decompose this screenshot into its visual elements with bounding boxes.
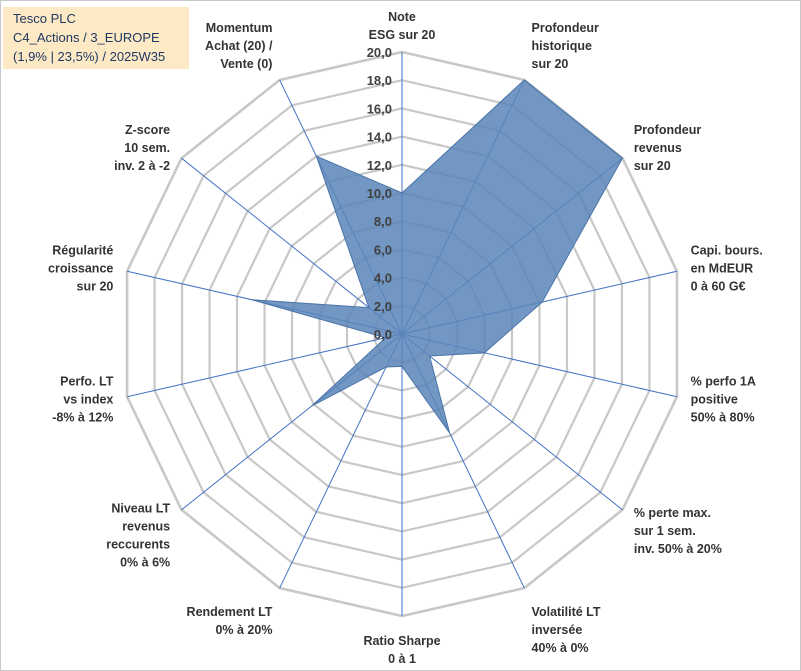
title-line-1: Tesco PLC (13, 11, 76, 26)
tick-label: 6,0 (374, 242, 392, 257)
axis-label-line: sur 20 (634, 159, 671, 173)
axis-label: Profondeur revenus sur 20 (634, 123, 701, 173)
axis-label-line: Achat (20) / (205, 39, 273, 53)
axis-label-line: Profondeur (634, 123, 701, 137)
axis-label-line: sur 20 (77, 280, 114, 294)
axis-label-line: Régularité (52, 244, 113, 258)
axis-label-line: 0% à 20% (215, 623, 272, 637)
axis-label-line: croissance (48, 262, 113, 276)
axis-label-line: Note (388, 10, 416, 24)
axis-label-line: Perfo. LT (60, 374, 114, 388)
axis-label-line: 0% à 6% (120, 555, 170, 569)
axis-label-line: historique (532, 39, 592, 53)
tick-label: 16,0 (367, 101, 392, 116)
axis-spoke (279, 333, 403, 589)
axis-label: Volatilité LT inversée 40% à 0% (532, 605, 601, 655)
tick-label: 2,0 (374, 299, 392, 314)
axis-spoke (401, 333, 623, 511)
axis-label-line: sur 1 sem. (634, 524, 696, 538)
tick-label: 12,0 (367, 158, 392, 173)
axis-label-line: 40% à 0% (532, 641, 589, 655)
axis-label: Profondeur historique sur 20 (532, 21, 599, 71)
series-layer (252, 79, 624, 434)
axis-spoke (126, 333, 403, 398)
title-line-2: C4_Actions / 3_EUROPE (13, 30, 160, 45)
axis-label-line: 50% à 80% (691, 410, 755, 424)
axis-label-line: ESG sur 20 (369, 28, 436, 42)
axis-label: Niveau LT revenus reccurents 0% à 6% (106, 501, 170, 569)
title-line-3: (1,9% | 23,5%) / 2025W35 (13, 49, 166, 64)
axis-label: % perte max. sur 1 sem. inv. 50% à 20% (634, 506, 722, 556)
tick-label: 8,0 (374, 214, 392, 229)
axis-label-line: -8% à 12% (52, 410, 113, 424)
axis-label-line: Momentum (206, 21, 273, 35)
axis-label: Ratio Sharpe 0 à 1 (363, 634, 440, 666)
axis-label-line: inversée (532, 623, 583, 637)
axis-label-line: 0 à 1 (388, 652, 416, 666)
axis-label-line: inv. 50% à 20% (634, 542, 722, 556)
axis-label: Perfo. LT vs index -8% à 12% (52, 374, 114, 424)
tick-label: 14,0 (367, 130, 392, 145)
title-box: Tesco PLC C4_Actions / 3_EUROPE (1,9% | … (3, 7, 189, 69)
axis-label-line: 0 à 60 G€ (691, 280, 746, 294)
axis-label-line: inv. 2 à -2 (114, 159, 170, 173)
tick-label: 10,0 (367, 186, 392, 201)
axis-label: Momentum Achat (20) / Vente (0) (205, 21, 273, 71)
axis-label-line: Profondeur (532, 21, 599, 35)
axis-label-line: vs index (63, 392, 113, 406)
axis-label-line: Volatilité LT (532, 605, 601, 619)
axis-label-line: positive (691, 392, 738, 406)
axis-label-line: sur 20 (532, 57, 569, 71)
axis-label-line: revenus (122, 519, 170, 533)
axis-label-line: revenus (634, 141, 682, 155)
tick-label: 4,0 (374, 271, 392, 286)
axis-label-line: 10 sem. (124, 141, 170, 155)
axis-label-line: % perfo 1A (691, 374, 756, 388)
tick-label: 0,0 (374, 327, 392, 342)
axis-label-line: Ratio Sharpe (363, 634, 440, 648)
axis-label-line: Vente (0) (220, 57, 272, 71)
axis-label-line: reccurents (106, 537, 170, 551)
tick-labels: 0,0 2,0 4,0 6,0 8,0 10,0 12,0 14,0 16,0 18,0 20,0 (367, 45, 392, 342)
series-area (252, 79, 624, 434)
axis-label: Capi. bours. en MdEUR 0 à 60 G€ (691, 244, 763, 294)
tick-label: 20,0 (367, 45, 392, 60)
axis-label-line: en MdEUR (691, 262, 754, 276)
axis-label-line: Niveau LT (111, 501, 170, 515)
axis-label: Z-score 10 sem. inv. 2 à -2 (114, 123, 170, 173)
axis-label-line: % perte max. (634, 506, 711, 520)
axis-spoke (181, 157, 403, 335)
axis-label-line: Rendement LT (187, 605, 273, 619)
axis-label-line: Z-score (125, 123, 170, 137)
axis-label: Note ESG sur 20 (369, 10, 436, 42)
tick-label: 18,0 (367, 73, 392, 88)
axis-label: % perfo 1A positive 50% à 80% (691, 374, 756, 424)
axis-labels: Note ESG sur 20 Profondeur historique sur 20… (48, 10, 763, 666)
axis-label-line: Capi. bours. (691, 244, 763, 258)
axis-label: Régularité croissance sur 20 (48, 244, 113, 294)
axis-label: Rendement LT 0% à 20% (187, 605, 273, 637)
